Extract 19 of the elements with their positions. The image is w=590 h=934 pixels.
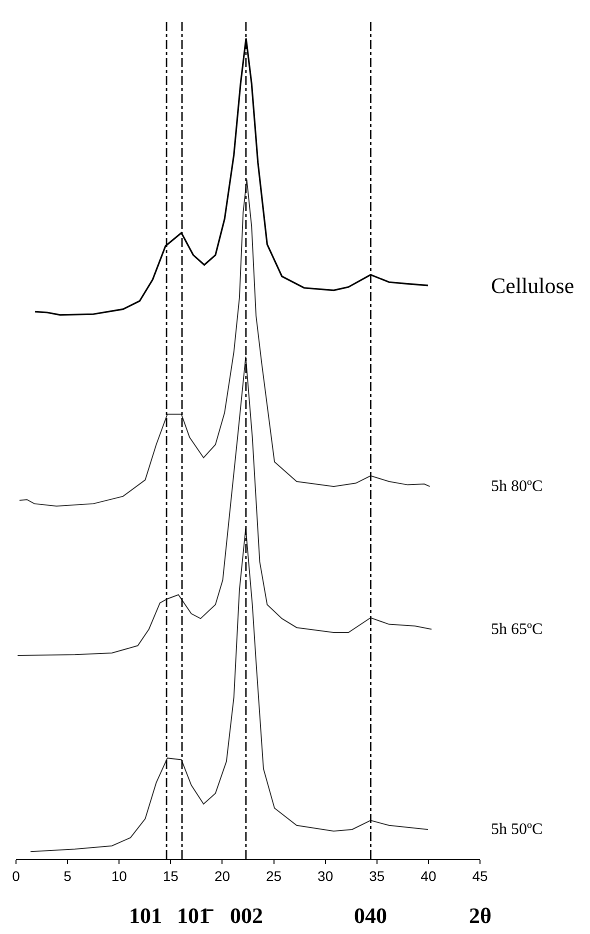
text: 5h 80ºC (491, 478, 543, 495)
x-tick-label: 5 (64, 868, 72, 884)
text: 5h 65ºC (491, 621, 543, 638)
x-tick-label: 20 (214, 868, 230, 884)
x-tick-label: 10 (111, 868, 128, 884)
text: 002 (230, 903, 263, 928)
x-axis-title: 2θ (469, 903, 492, 928)
x-tick-label: 35 (369, 868, 385, 884)
text: 101 (129, 903, 162, 928)
x-tick-label: 40 (420, 868, 436, 884)
text: 5h 50ºC (491, 821, 543, 838)
text: Cellulose (491, 273, 574, 298)
x-tick-label: 45 (472, 868, 488, 884)
text: 101̄ (177, 903, 214, 928)
x-tick-label: 15 (162, 868, 179, 884)
x-tick-label: 0 (12, 868, 20, 884)
x-tick-label: 25 (266, 868, 282, 884)
x-tick-label: 30 (318, 868, 334, 884)
text: 040 (354, 903, 387, 928)
